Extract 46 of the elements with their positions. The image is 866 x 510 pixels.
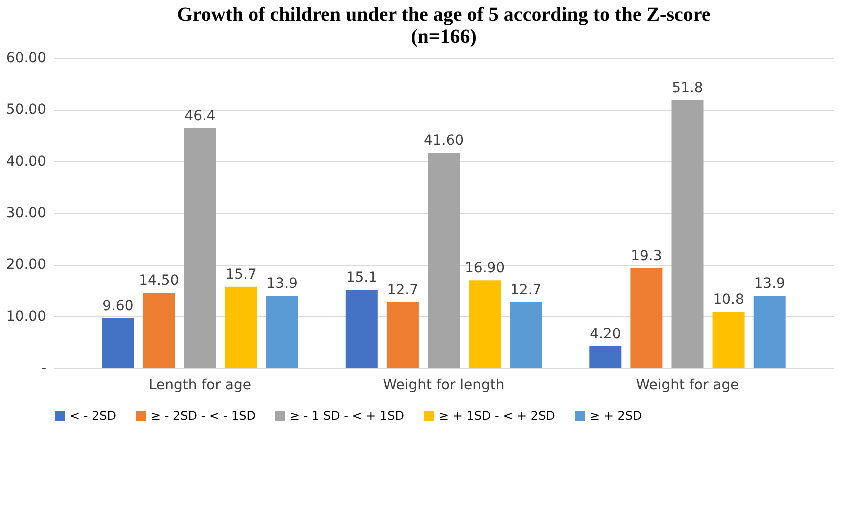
- y-tick-label: 50.00: [6, 102, 46, 118]
- bar: [469, 280, 502, 368]
- bar: [672, 100, 704, 368]
- bar: [630, 268, 663, 368]
- data-label: 16.90: [465, 260, 506, 277]
- bar: [590, 346, 622, 368]
- data-label: 15.1: [346, 270, 378, 286]
- bar: [184, 128, 216, 368]
- x-tick-label: Weight for age: [636, 378, 740, 394]
- y-tick-label: 40.00: [6, 154, 46, 170]
- legend-label: ≥ + 2SD: [590, 409, 642, 423]
- data-label: 51.8: [672, 80, 704, 96]
- data-label: 15.7: [226, 266, 257, 283]
- legend-label: ≥ + 1SD - < + 2SD: [439, 409, 556, 423]
- bar: [225, 286, 258, 368]
- y-tick-label: -: [41, 360, 46, 376]
- legend-label: ≥ - 1 SD - < + 1SD: [290, 409, 405, 423]
- legend-label: < - 2SD: [70, 409, 117, 423]
- data-label: 13.9: [266, 276, 298, 292]
- data-label: 4.20: [590, 326, 622, 342]
- bar: [102, 318, 134, 368]
- data-label: 13.9: [754, 276, 786, 292]
- legend-label: ≥ - 2SD - < - 1SD: [151, 409, 256, 423]
- bar: [266, 296, 298, 368]
- data-label: 10.8: [713, 292, 744, 308]
- y-tick-label: 30.00: [6, 206, 46, 222]
- bar: [346, 290, 378, 368]
- data-label: 12.7: [387, 282, 419, 298]
- data-label: 14.50: [139, 273, 180, 290]
- bar: [754, 296, 786, 368]
- bar: [510, 302, 542, 368]
- y-tick-label: 20.00: [6, 257, 46, 274]
- data-label: 41.60: [424, 133, 464, 150]
- bar: [143, 293, 176, 368]
- chart-title: Growth of children under the age of 5 according to the Z-score (n=166): [177, 4, 711, 48]
- data-label: 12.7: [510, 282, 542, 298]
- y-tick-label: 10.00: [6, 308, 46, 325]
- data-label: 19.3: [631, 248, 662, 264]
- bar: [386, 302, 419, 368]
- x-tick-label: Weight for length: [383, 378, 505, 394]
- bar: [712, 312, 745, 368]
- data-label: 46.4: [184, 108, 216, 124]
- y-tick-label: 60.00: [6, 50, 46, 66]
- data-label: 9.60: [102, 298, 134, 314]
- x-tick-label: Length for age: [148, 378, 252, 394]
- bar: [428, 153, 460, 368]
